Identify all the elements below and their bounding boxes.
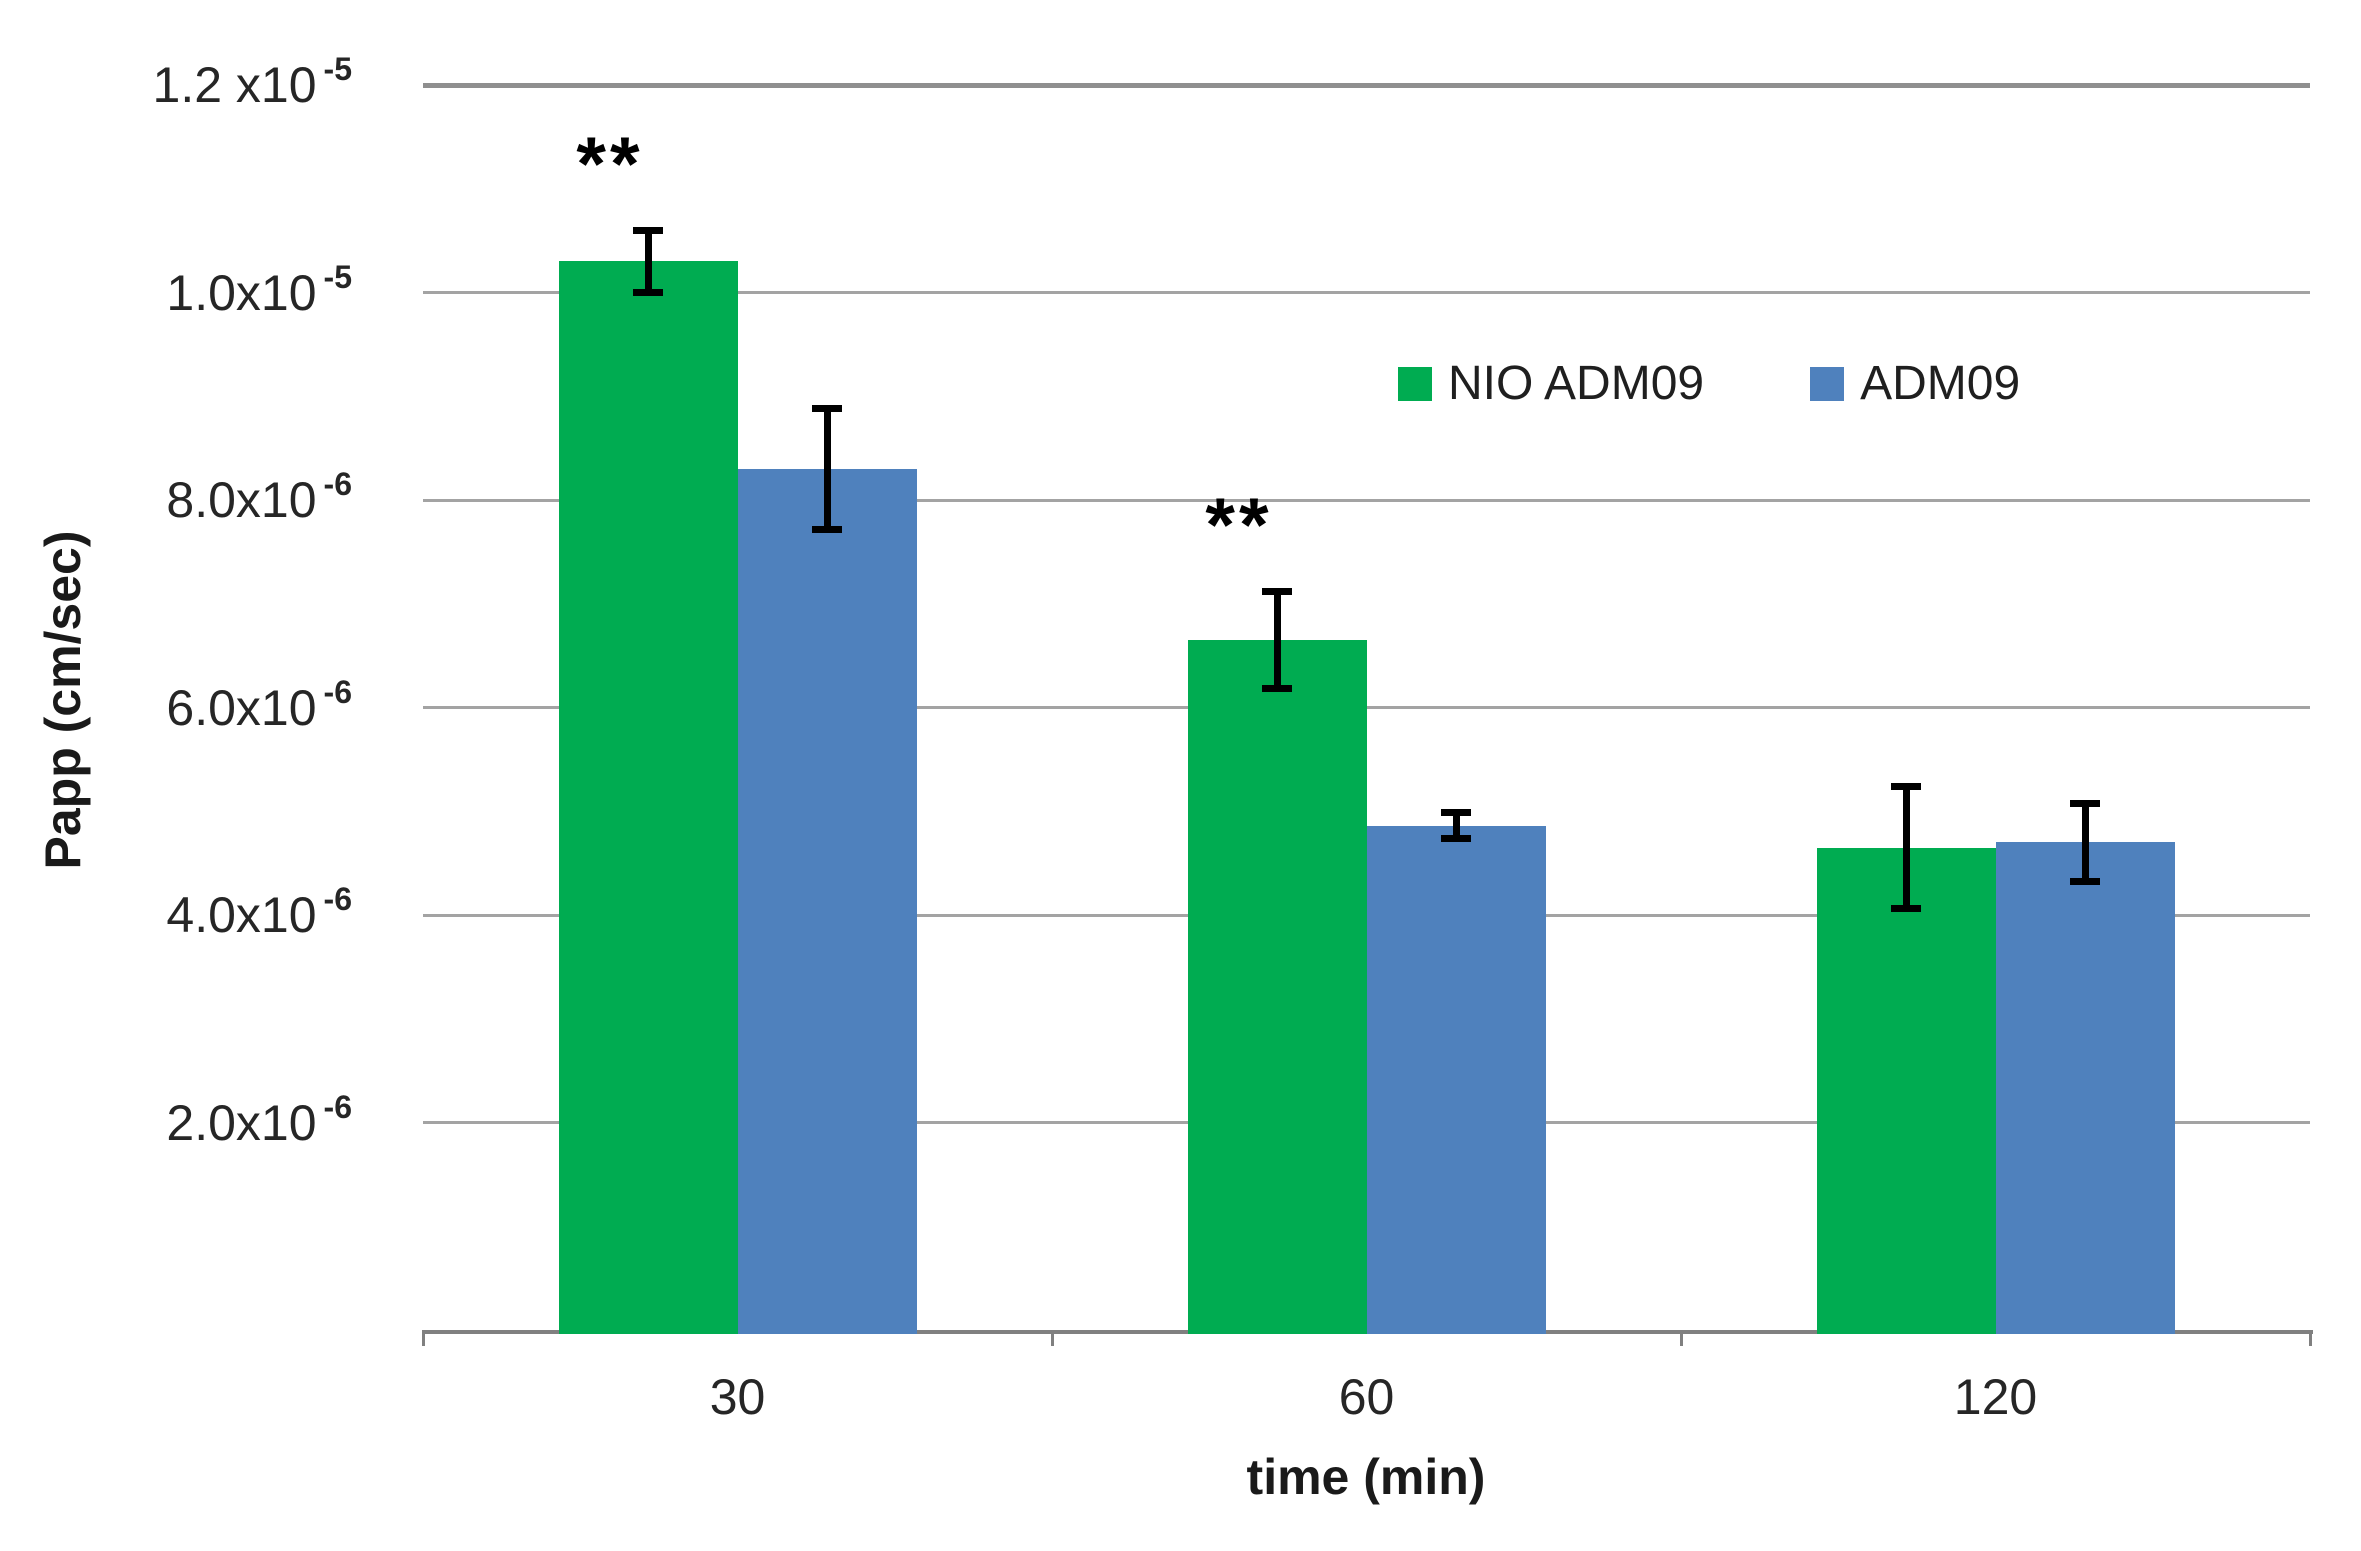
y-tick-mantissa: 4.0x10 [166,887,317,943]
y-tick-exponent: -6 [323,673,352,710]
error-bar-adm09-30 [812,404,842,534]
y-tick-exponent: -5 [323,51,352,87]
error-bar-stem [2081,799,2089,885]
legend-item-adm09: ADM09 [1810,356,2020,411]
y-axis-tick-label: 8.0x10 -6 [0,466,352,532]
x-axis-category-label: 60 [1338,1369,1395,1425]
y-tick-exponent: -6 [323,1088,352,1125]
legend: NIO ADM09 ADM09 [1398,356,2020,411]
error-bar-nio-adm09-120 [1891,783,1921,912]
x-axis-tick [1680,1330,1683,1346]
y-axis-tick-label: 1.0x10 -5 [0,258,352,325]
bar-nio-adm09-60 [1187,640,1367,1334]
y-axis-tick-label: 6.0x10 -6 [0,673,352,740]
significance-marker: ** [576,122,644,208]
bar-adm09-60 [1366,825,1546,1334]
gridline-1.0x10-5 [423,291,2310,294]
x-axis-tick [2309,1330,2312,1346]
x-axis-tick [422,1330,425,1346]
x-axis-tick [1051,1330,1054,1346]
y-tick-exponent: -6 [323,881,352,917]
legend-label: NIO ADM09 [1448,357,1705,410]
error-bar-cap-bottom [812,526,842,534]
error-bar-nio-adm09-30 [633,227,663,296]
error-bar-nio-adm09-60 [1262,588,1292,692]
gridline-6.0x10-6 [423,706,2310,709]
y-tick-mantissa: 8.0x10 [166,472,317,528]
y-tick-mantissa: 1.2 x10 [152,57,317,113]
error-bar-cap-bottom [1262,684,1292,692]
y-axis-tick-label: 4.0x10 -6 [0,881,352,947]
legend-label: ADM09 [1860,357,2021,410]
error-bar-adm09-60 [1441,809,1471,843]
x-axis-category-label: 120 [1953,1369,2038,1425]
error-bar-stem [1273,588,1281,692]
x-axis-title: time (min) [1246,1449,1486,1505]
error-bar-cap-bottom [1891,904,1921,912]
legend-swatch-icon [1810,366,1845,401]
legend-swatch-icon [1398,366,1432,401]
y-axis-tick-label: 1.2 x10 -5 [0,51,352,117]
bar-adm09-120 [1995,842,2175,1334]
significance-marker: ** [1205,483,1273,569]
bar-adm09-30 [737,468,917,1334]
y-tick-mantissa: 1.0x10 [166,264,317,321]
legend-item-nio-adm09: NIO ADM09 [1398,356,1704,411]
error-bar-stem [823,404,831,534]
bar-nio-adm09-30 [558,261,738,1334]
error-bar-stem [644,227,652,296]
y-axis-tick-label: 2.0x10 -6 [0,1088,352,1155]
error-bar-stem [1452,809,1460,843]
error-bar-cap-bottom [1441,835,1471,843]
error-bar-cap-bottom [633,288,663,296]
error-bar-stem [1902,783,1910,912]
bar-nio-adm09-120 [1816,847,1996,1334]
y-tick-exponent: -6 [323,466,352,502]
y-tick-exponent: -5 [323,258,352,295]
error-bar-cap-bottom [2070,877,2100,885]
gridline-8.0x10-6 [423,498,2310,502]
x-axis-category-label: 30 [709,1369,766,1425]
gridline-1.2 x10-5 [423,82,2310,88]
error-bar-adm09-120 [2070,799,2100,885]
y-tick-mantissa: 6.0x10 [166,679,317,736]
y-tick-mantissa: 2.0x10 [166,1094,317,1151]
